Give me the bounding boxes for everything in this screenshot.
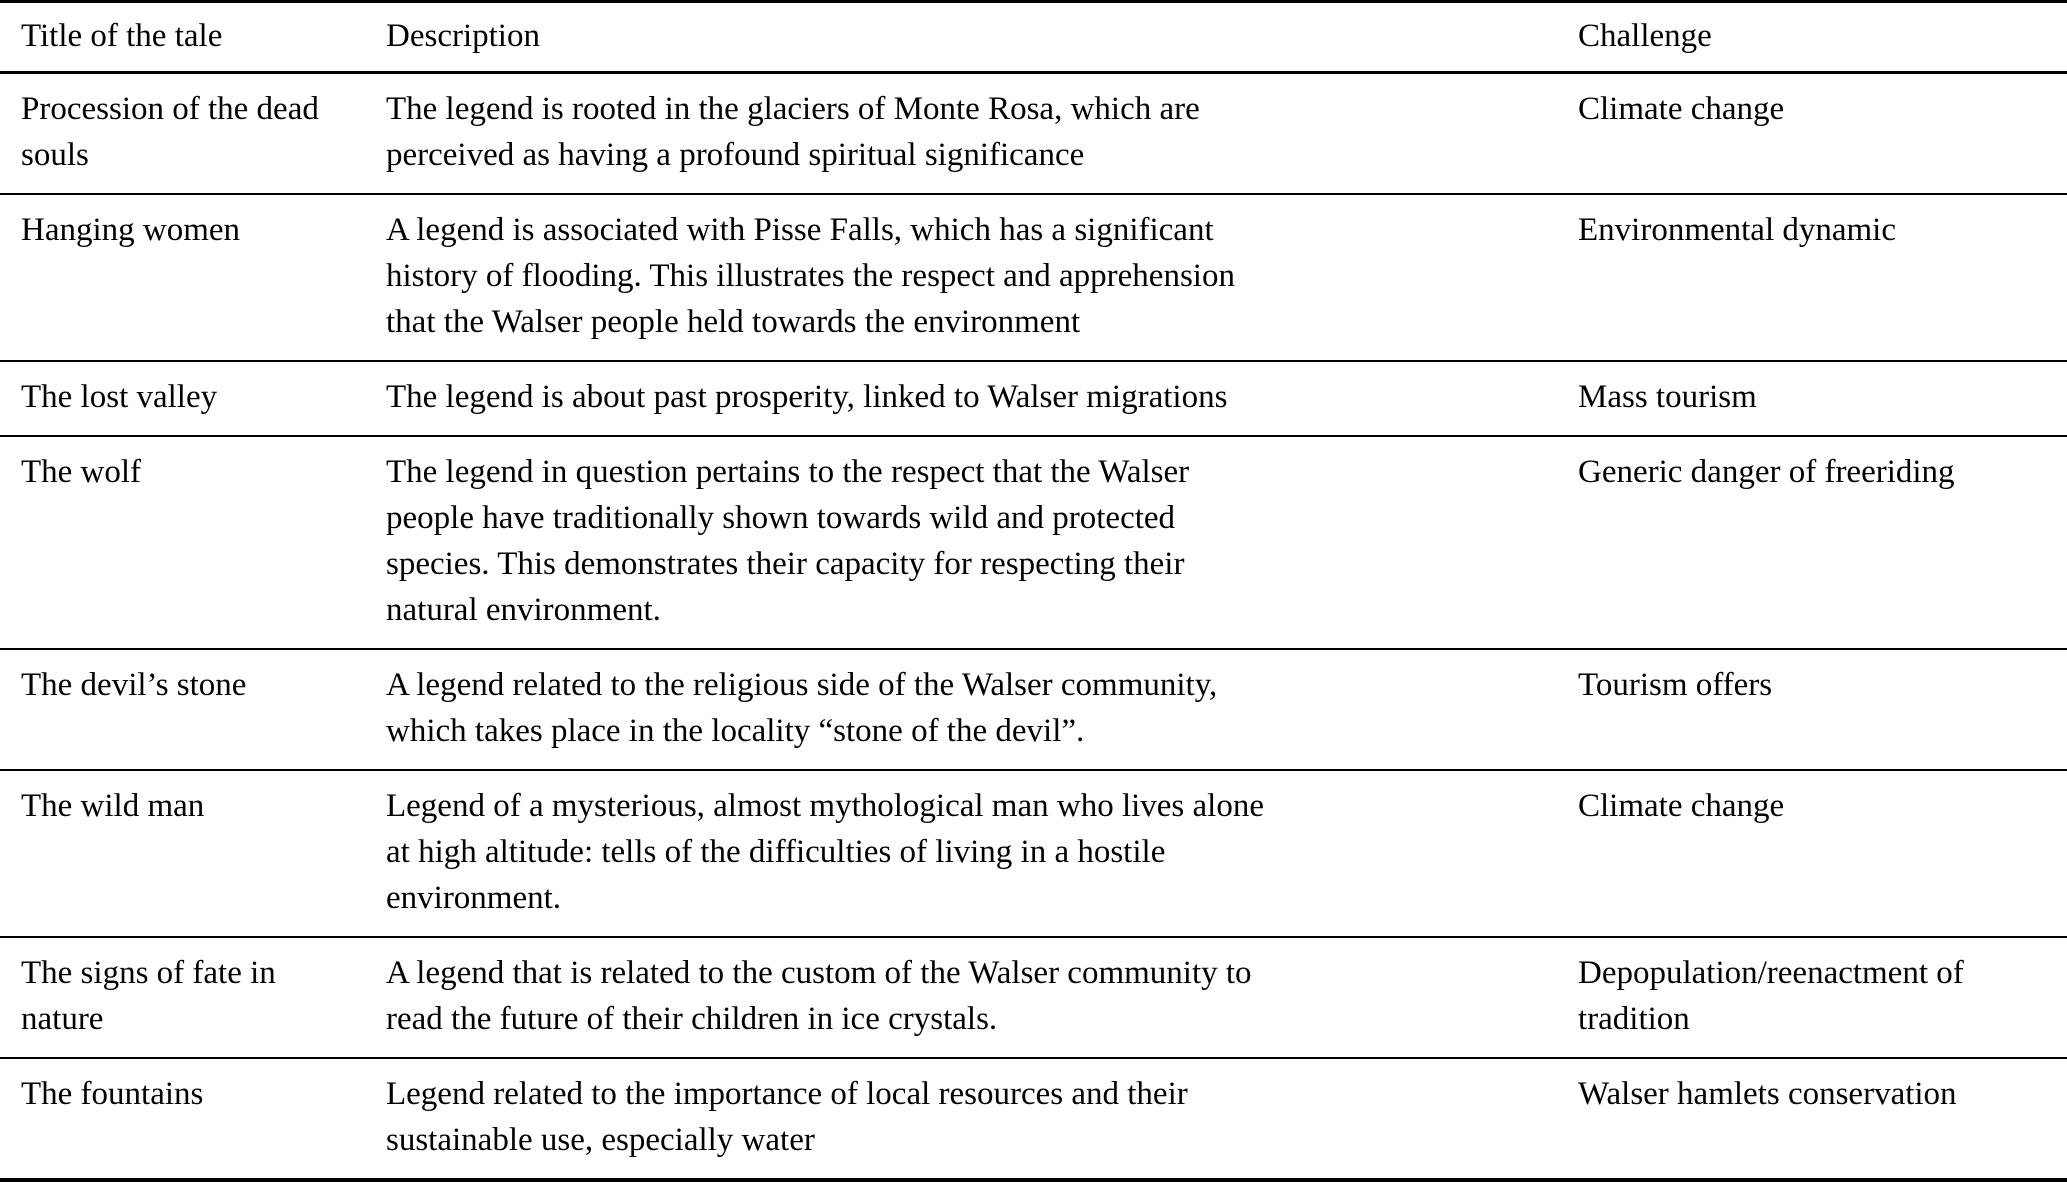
column-header-description: Description bbox=[365, 1, 1557, 74]
description-cell: A legend that is related to the custom o… bbox=[386, 955, 1252, 1037]
challenge-cell: Generic danger of freeriding bbox=[1578, 454, 1955, 490]
tale-title-cell: The wolf bbox=[21, 454, 142, 490]
table-row: The wild man Legend of a mysterious, alm… bbox=[0, 770, 2067, 937]
table-row: The wolf The legend in question pertains… bbox=[0, 436, 2067, 649]
table-row: Procession of the dead souls The legend … bbox=[0, 73, 2067, 195]
tale-title-cell: Hanging women bbox=[21, 212, 241, 248]
description-cell: Legend related to the importance of loca… bbox=[386, 1076, 1188, 1158]
table-row: The devil’s stone A legend related to th… bbox=[0, 649, 2067, 770]
challenge-cell: Tourism offers bbox=[1578, 667, 1773, 703]
table-row: The fountains Legend related to the impo… bbox=[0, 1058, 2067, 1180]
description-cell: The legend in question pertains to the r… bbox=[386, 454, 1190, 628]
table-header: Title of the tale Description Challenge bbox=[0, 1, 2067, 74]
tale-title-cell: The fountains bbox=[21, 1076, 204, 1112]
tale-title-cell: The signs of fate in nature bbox=[21, 955, 276, 1037]
header-row: Title of the tale Description Challenge bbox=[0, 1, 2067, 74]
description-cell: The legend is about past prosperity, lin… bbox=[386, 379, 1228, 415]
column-header-title: Title of the tale bbox=[0, 1, 365, 74]
table-row: The lost valley The legend is about past… bbox=[0, 361, 2067, 436]
challenge-cell: Environmental dynamic bbox=[1578, 212, 1896, 248]
description-cell: A legend related to the religious side o… bbox=[386, 667, 1218, 749]
description-cell: A legend is associated with Pisse Falls,… bbox=[386, 212, 1235, 340]
tale-title-cell: The lost valley bbox=[21, 379, 218, 415]
challenge-cell: Depopulation/reenactment of tradition bbox=[1578, 955, 1964, 1037]
description-cell: Legend of a mysterious, almost mythologi… bbox=[386, 788, 1264, 916]
challenge-cell: Climate change bbox=[1578, 91, 1785, 127]
challenge-cell: Mass tourism bbox=[1578, 379, 1757, 415]
table-row: Hanging women A legend is associated wit… bbox=[0, 194, 2067, 361]
column-header-challenge: Challenge bbox=[1557, 1, 2067, 74]
table-body: Procession of the dead souls The legend … bbox=[0, 73, 2067, 1181]
tale-title-cell: Procession of the dead souls bbox=[21, 91, 319, 173]
tale-title-cell: The devil’s stone bbox=[21, 667, 247, 703]
table-row: The signs of fate in nature A legend tha… bbox=[0, 937, 2067, 1058]
description-cell: The legend is rooted in the glaciers of … bbox=[386, 91, 1200, 173]
tale-title-cell: The wild man bbox=[21, 788, 205, 824]
challenge-cell: Walser hamlets conservation bbox=[1578, 1076, 1957, 1112]
challenge-cell: Climate change bbox=[1578, 788, 1785, 824]
